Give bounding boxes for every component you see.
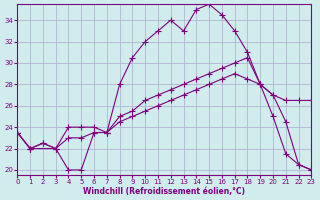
X-axis label: Windchill (Refroidissement éolien,°C): Windchill (Refroidissement éolien,°C) (84, 187, 245, 196)
